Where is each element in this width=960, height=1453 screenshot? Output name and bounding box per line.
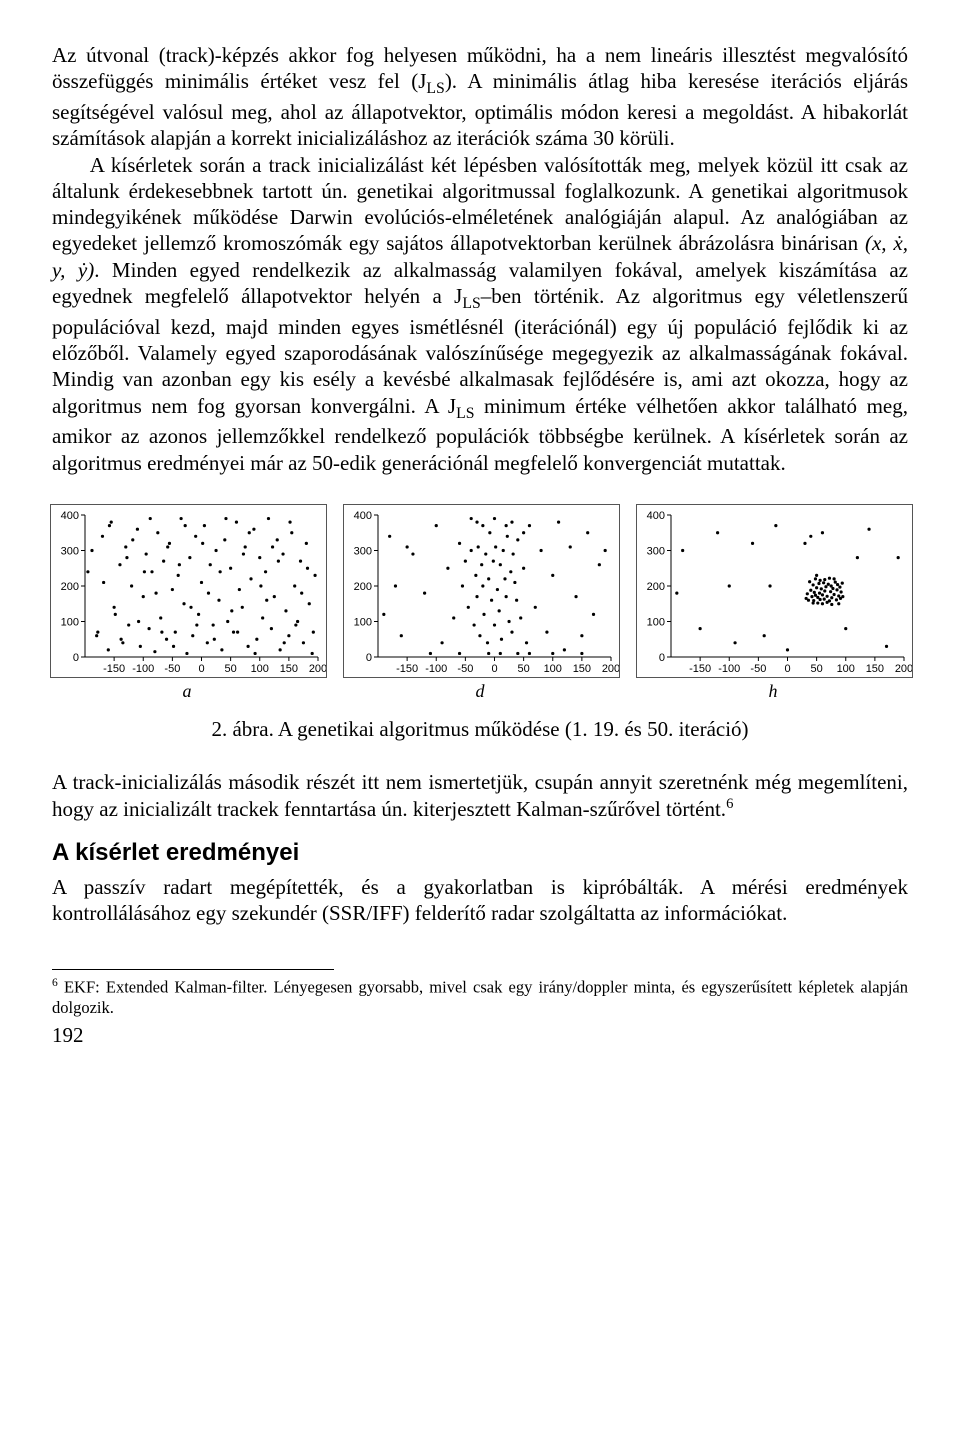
- scatter-plot: 0 100 200 300 400 -150 -100 -50 0 50 100 150 200 d: [343, 504, 618, 703]
- figure-caption: 2. ábra. A genetikai algoritmus működése…: [52, 716, 908, 742]
- svg-text:-50: -50: [164, 663, 180, 675]
- subscript: LS: [456, 405, 474, 422]
- text: A kísérletek során a track inicializálás…: [52, 153, 908, 256]
- svg-text:100: 100: [353, 616, 371, 628]
- svg-text:100: 100: [250, 663, 268, 675]
- svg-text:0: 0: [491, 663, 497, 675]
- svg-text:-50: -50: [457, 663, 473, 675]
- svg-text:100: 100: [543, 663, 561, 675]
- body-paragraph-4: A passzív radart megépítették, és a gyak…: [52, 874, 908, 927]
- scatter-svg: 0 100 200 300 400 -150 -100 -50 0 50 100 150 200: [343, 504, 620, 678]
- svg-text:300: 300: [60, 545, 78, 557]
- subscript: LS: [462, 295, 480, 312]
- svg-text:0: 0: [72, 652, 78, 664]
- svg-text:50: 50: [810, 663, 822, 675]
- scatter-sublabel: a: [50, 680, 325, 703]
- section-heading: A kísérlet eredményei: [52, 838, 908, 868]
- figure-row: 0 100 200 300 400 -150 -100 -50 0 50 100 150 200 a 0 10…: [52, 504, 908, 703]
- svg-text:50: 50: [517, 663, 529, 675]
- svg-text:-50: -50: [750, 663, 766, 675]
- svg-text:150: 150: [572, 663, 590, 675]
- svg-text:400: 400: [60, 510, 78, 522]
- svg-text:100: 100: [646, 616, 664, 628]
- svg-text:100: 100: [836, 663, 854, 675]
- body-paragraph-2: A kísérletek során a track inicializálás…: [52, 152, 908, 476]
- page-number: 192: [52, 1022, 908, 1048]
- svg-text:400: 400: [646, 510, 664, 522]
- footnote-text: EKF: Extended Kalman-filter. Lényegesen …: [52, 977, 908, 1017]
- svg-text:0: 0: [784, 663, 790, 675]
- scatter-svg: 0 100 200 300 400 -150 -100 -50 0 50 100 150 200: [50, 504, 327, 678]
- text: A track-inicializálás második részét itt…: [52, 770, 908, 821]
- svg-text:200: 200: [894, 663, 912, 675]
- svg-text:0: 0: [365, 652, 371, 664]
- scatter-svg: 0 100 200 300 400 -150 -100 -50 0 50 100 150 200: [636, 504, 913, 678]
- svg-text:0: 0: [198, 663, 204, 675]
- scatter-plot: 0 100 200 300 400 -150 -100 -50 0 50 100 150 200 a: [50, 504, 325, 703]
- scatter-sublabel: d: [343, 680, 618, 703]
- svg-text:-150: -150: [103, 663, 125, 675]
- svg-text:300: 300: [646, 545, 664, 557]
- svg-text:200: 200: [308, 663, 326, 675]
- scatter-sublabel: h: [636, 680, 911, 703]
- svg-text:150: 150: [865, 663, 883, 675]
- svg-text:200: 200: [353, 581, 371, 593]
- svg-text:-100: -100: [425, 663, 447, 675]
- footnote-ref: 6: [726, 796, 733, 812]
- svg-text:200: 200: [646, 581, 664, 593]
- svg-text:300: 300: [353, 545, 371, 557]
- svg-text:50: 50: [224, 663, 236, 675]
- svg-text:150: 150: [279, 663, 297, 675]
- svg-text:200: 200: [601, 663, 619, 675]
- svg-text:-100: -100: [132, 663, 154, 675]
- svg-text:100: 100: [60, 616, 78, 628]
- footnote-separator: [52, 969, 334, 970]
- svg-text:0: 0: [658, 652, 664, 664]
- body-paragraph-1: Az útvonal (track)-képzés akkor fog hely…: [52, 42, 908, 152]
- svg-text:-150: -150: [396, 663, 418, 675]
- subscript: LS: [426, 80, 444, 97]
- footnote: 6 EKF: Extended Kalman-filter. Lényegese…: [52, 976, 908, 1019]
- svg-text:400: 400: [353, 510, 371, 522]
- svg-text:-150: -150: [689, 663, 711, 675]
- scatter-plot: 0 100 200 300 400 -150 -100 -50 0 50 100 150 200 h: [636, 504, 911, 703]
- svg-text:200: 200: [60, 581, 78, 593]
- svg-text:-100: -100: [718, 663, 740, 675]
- body-paragraph-3: A track-inicializálás második részét itt…: [52, 769, 908, 823]
